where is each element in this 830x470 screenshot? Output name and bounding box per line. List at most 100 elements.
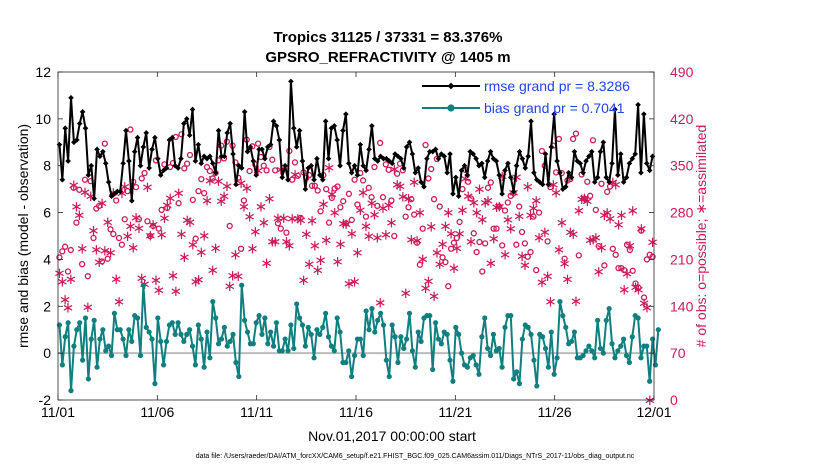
rmse-point [369,123,375,129]
legend-marker-rmse [447,82,455,90]
obs-assimilated-point: ∗ [175,225,188,243]
obs-assimilated-point: ∗ [311,261,324,279]
rmse-point [499,191,505,197]
obs-assimilated-point: ∗ [595,238,608,256]
obs-assimilated-point: ∗ [124,217,137,235]
obs-possible-point [98,258,106,265]
bias-point [270,343,277,349]
bias-point [623,352,630,359]
obs-assimilated-point: ∗ [615,206,628,224]
obs-assimilated-point: ∗ [70,198,83,216]
obs-possible-point [561,255,568,262]
obs-possible-point [147,232,154,240]
rmse-point [209,160,216,167]
rmse-point [568,174,575,181]
obs-assimilated-point: ∗ [331,252,344,270]
rmse-point [238,165,245,171]
rmse-point [85,172,92,178]
obs-possible-point [518,228,526,236]
obs-possible-point [141,169,148,177]
obs-possible-point [294,172,301,179]
obs-assimilated-point: ∗ [144,226,157,244]
rmse-point [146,165,152,171]
obs-assimilated-point: ∗ [513,207,526,225]
obs-assimilated-point: ∗ [467,194,480,212]
bias-point [155,315,161,321]
bias-point [366,327,372,333]
rmse-point [299,158,306,164]
obs-possible-point [626,246,634,254]
bias-point [427,313,433,319]
obs-assimilated-point: ∗ [294,211,307,229]
rmse-point [74,137,80,143]
obs-assimilated-point: ∗ [436,235,449,253]
bias-point [401,345,407,352]
y-right-tick-label: 210 [670,251,694,267]
obs-possible-point [201,190,208,197]
bias-point [253,320,259,326]
y-right-tick-label: 350 [670,158,694,174]
rmse-point [267,141,274,148]
obs-assimilated-point: ∗ [626,202,639,220]
obs-possible-point [158,206,165,214]
obs-possible-point [149,222,157,230]
obs-assimilated-point: ∗ [209,239,222,257]
obs-possible-point [473,248,480,256]
obs-assimilated-point: ∗ [255,198,268,216]
bias-point [409,348,416,354]
obs-assimilated-point: ∗ [263,190,276,208]
obs-possible-point [538,147,546,155]
obs-assimilated-point: ∗ [320,231,333,249]
rmse-point [262,155,268,162]
rmse-point [415,165,422,171]
obs-possible-point [640,294,648,301]
obs-possible-point [405,204,412,211]
obs-possible-point [323,185,330,193]
bias-point [603,317,609,323]
bias-point [317,331,323,337]
bias-point [597,345,604,352]
obs-possible-point [81,176,89,183]
obs-assimilated-point: ∗ [391,175,404,193]
y-left-tick-label: 8 [43,158,51,174]
obs-assimilated-point: ∗ [499,246,512,264]
obs-possible-point [490,225,497,232]
obs-assimilated-point: ∗ [536,273,549,291]
obs-possible-point [90,234,97,242]
obs-possible-point [569,135,577,143]
bias-point [325,334,332,340]
bias-point [227,338,233,345]
rmse-point [201,153,207,160]
rmse-point [481,174,488,181]
rmse-point [325,155,332,162]
rmse-point [253,172,259,178]
obs-possible-point [67,246,74,254]
obs-assimilated-point: ∗ [198,226,211,244]
obs-assimilated-point: ∗ [246,240,259,258]
obs-possible-point [601,262,608,269]
obs-assimilated-point: ∗ [538,223,551,241]
obs-assimilated-point: ∗ [150,271,163,289]
obs-assimilated-point: ∗ [448,259,461,277]
bias-point [583,348,589,354]
rmse-point [586,153,592,160]
bias-point [551,371,557,377]
obs-possible-point [274,220,282,227]
obs-assimilated-point: ∗ [272,209,285,227]
bias-point [380,322,387,328]
rmse-point [412,169,419,176]
bias-point [256,313,262,319]
obs-assimilated-point: ∗ [195,243,208,261]
obs-possible-point [527,248,534,256]
obs-assimilated-point: ∗ [482,192,495,210]
obs-assimilated-point: ∗ [181,211,194,229]
rmse-point [398,155,404,162]
y-axis-label-right: # of obs: o=possible; ∗=assimilated [693,125,709,348]
rmse-point [354,172,361,178]
obs-assimilated-point: ∗ [439,217,452,235]
obs-possible-point [379,194,387,201]
obs-assimilated-point: ∗ [280,232,293,250]
rmse-point [635,102,641,108]
bias-point [502,324,508,330]
obs-assimilated-point: ∗ [121,227,134,245]
